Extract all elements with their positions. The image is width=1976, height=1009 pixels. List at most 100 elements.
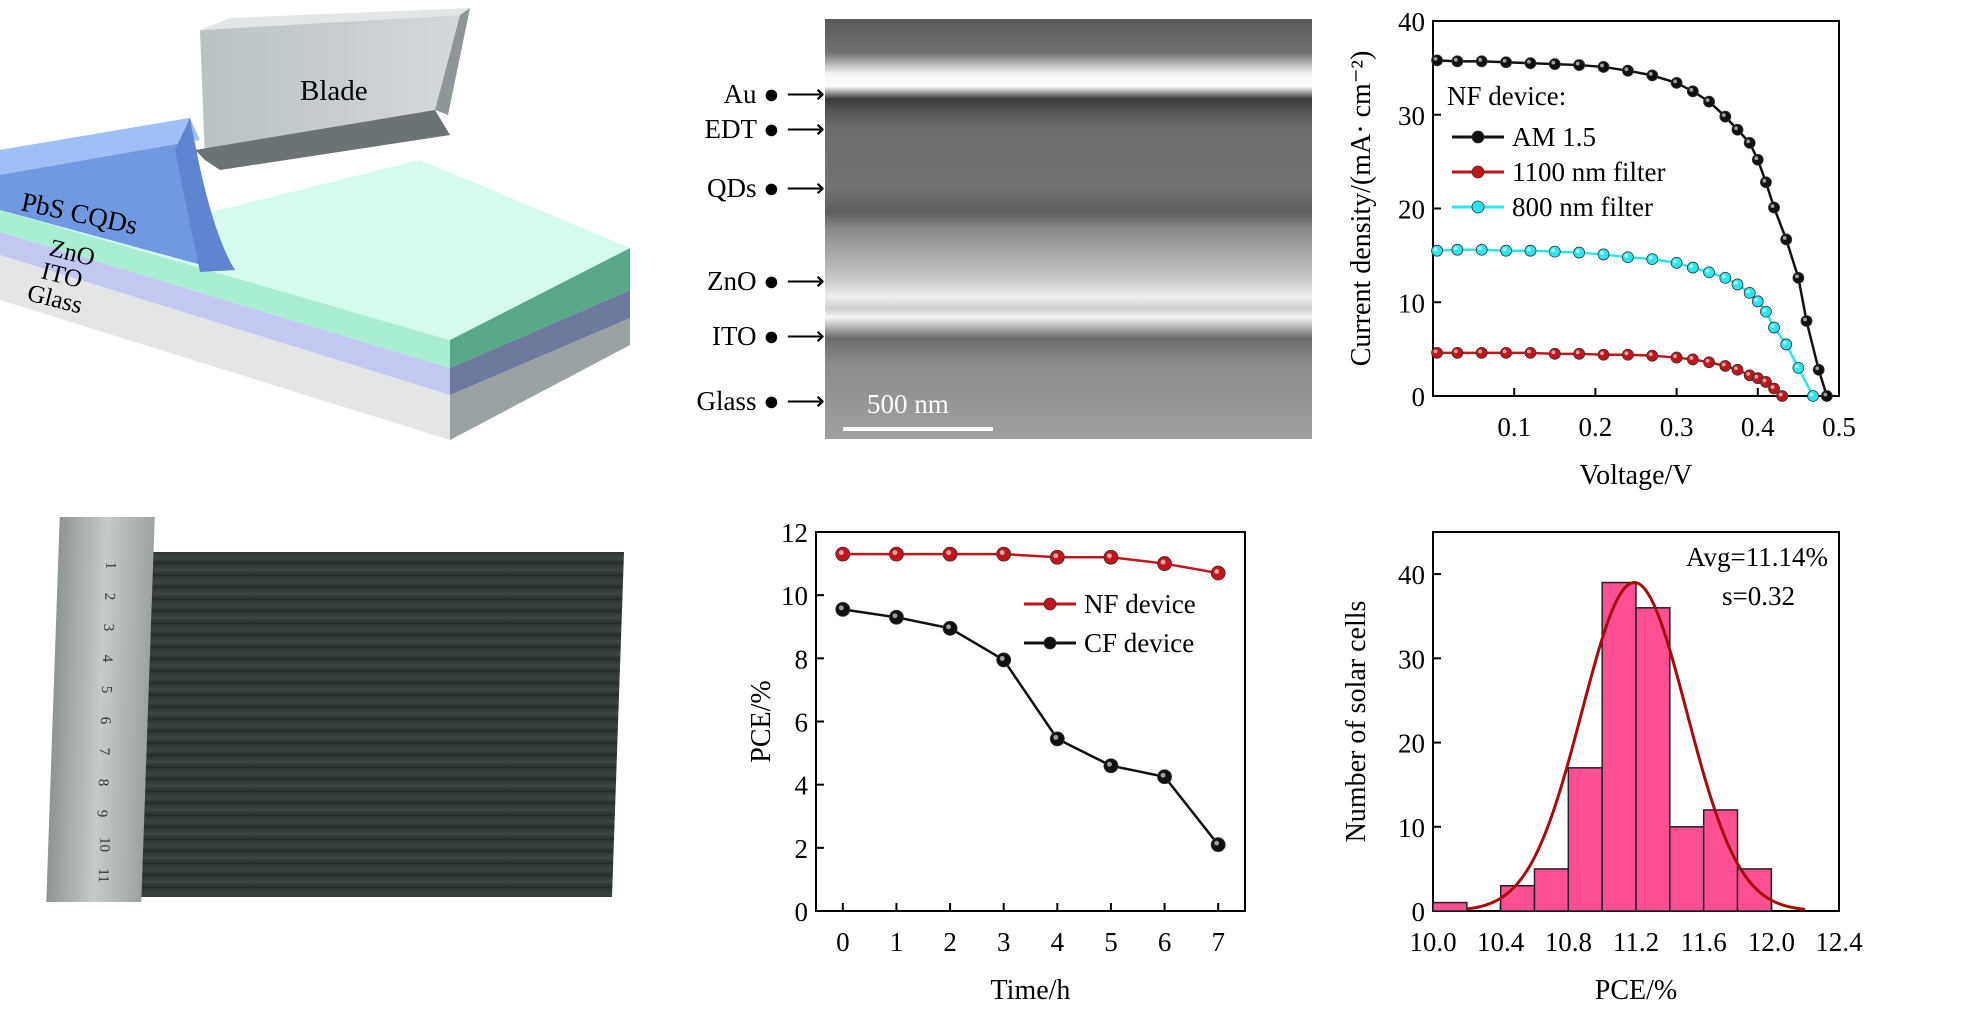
y-tick-label: 2 bbox=[795, 834, 809, 864]
data-point bbox=[1451, 243, 1464, 256]
sem-label-qds: QDs ● ⟶ bbox=[706, 173, 825, 203]
data-point bbox=[1686, 353, 1699, 366]
sem-label-au: Au ● ⟶ bbox=[723, 79, 825, 109]
x-tick-label: 12.4 bbox=[1815, 927, 1863, 957]
data-point bbox=[1743, 136, 1756, 149]
x-tick-label: 11.6 bbox=[1681, 927, 1727, 957]
data-point bbox=[1760, 176, 1772, 189]
data-point-highlight bbox=[1721, 362, 1726, 367]
data-point bbox=[1776, 390, 1789, 402]
data-point-highlight bbox=[946, 624, 952, 630]
data-point bbox=[1820, 390, 1833, 402]
histogram-bar bbox=[1533, 868, 1570, 912]
series-line-cf-device bbox=[842, 608, 1220, 846]
data-point-highlight bbox=[1551, 60, 1556, 65]
x-tick-label: 5 bbox=[1104, 927, 1118, 957]
data-point bbox=[1686, 85, 1699, 98]
data-point bbox=[1621, 251, 1634, 264]
data-point bbox=[1731, 278, 1744, 291]
data-point bbox=[1573, 59, 1586, 71]
data-point-highlight bbox=[1453, 57, 1458, 62]
legend-label: AM 1.5 bbox=[1512, 122, 1596, 152]
y-tick-label: 6 bbox=[795, 708, 809, 738]
data-point-highlight bbox=[1721, 274, 1726, 279]
data-point bbox=[1703, 356, 1715, 369]
series-line-1100-nm-filter bbox=[1437, 351, 1784, 397]
scale-bar bbox=[843, 427, 993, 431]
legend-title: NF device: bbox=[1447, 81, 1566, 111]
data-point bbox=[1731, 363, 1744, 376]
sem-cross-section-labels: Au ● ⟶ EDT ● ⟶ QDs ● ⟶ ZnO ● ⟶ ITO ● ⟶ G… bbox=[660, 19, 825, 439]
data-point bbox=[1524, 244, 1537, 257]
sem-label-zno: ZnO ● ⟶ bbox=[706, 266, 825, 296]
data-point-highlight bbox=[1214, 569, 1220, 575]
y-tick-label: 10 bbox=[1398, 813, 1425, 843]
y-tick-label: 10 bbox=[781, 581, 808, 611]
annotation-std: s=0.32 bbox=[1722, 581, 1795, 611]
x-tick-label: 0.3 bbox=[1660, 412, 1694, 442]
data-point bbox=[1451, 55, 1464, 68]
x-tick-label: 10.4 bbox=[1477, 927, 1525, 957]
data-point-highlight bbox=[1754, 297, 1759, 302]
ruler-number: 6 bbox=[96, 716, 113, 725]
x-axis-label: Time/h bbox=[991, 975, 1071, 1006]
data-point-highlight bbox=[1778, 392, 1783, 397]
data-point bbox=[1475, 55, 1488, 68]
x-tick-label: 0.4 bbox=[1741, 412, 1775, 442]
data-point bbox=[1431, 54, 1443, 67]
data-point-highlight bbox=[1551, 350, 1556, 355]
data-point-highlight bbox=[1794, 274, 1799, 279]
x-axis-label: PCE/% bbox=[1595, 975, 1677, 1006]
data-point-highlight bbox=[1809, 392, 1814, 397]
data-point bbox=[1524, 57, 1537, 70]
data-point-highlight bbox=[1624, 253, 1629, 258]
ruler-number: 10 bbox=[96, 837, 113, 852]
data-point bbox=[1768, 201, 1780, 214]
data-point bbox=[1670, 76, 1683, 89]
x-tick-label: 1 bbox=[890, 927, 904, 957]
data-point-highlight bbox=[1754, 374, 1759, 379]
data-point-highlight bbox=[1762, 378, 1767, 383]
blade-coating-schematic: Blade PbS CQDs ZnO ITO Glass bbox=[0, 0, 640, 445]
data-point-highlight bbox=[1815, 366, 1820, 371]
data-point-highlight bbox=[1575, 249, 1580, 253]
data-point-highlight bbox=[1746, 371, 1751, 376]
ruler-number: 7 bbox=[95, 747, 112, 756]
data-point bbox=[1751, 153, 1764, 166]
data-point bbox=[1646, 349, 1659, 362]
data-point-highlight bbox=[1689, 356, 1694, 360]
data-point bbox=[1475, 346, 1488, 359]
x-tick-label: 11.2 bbox=[1613, 927, 1659, 957]
y-tick-label: 40 bbox=[1398, 7, 1425, 37]
data-point-highlight bbox=[1160, 559, 1166, 565]
data-point bbox=[1646, 69, 1659, 82]
data-point-highlight bbox=[1705, 358, 1710, 363]
data-point-highlight bbox=[1673, 259, 1678, 264]
data-point bbox=[1670, 351, 1683, 364]
data-point bbox=[1719, 360, 1732, 372]
data-point bbox=[1670, 256, 1683, 269]
data-point-highlight bbox=[1734, 366, 1738, 371]
histogram-bar bbox=[1499, 884, 1536, 912]
data-point bbox=[1768, 321, 1780, 334]
data-point-highlight bbox=[1478, 349, 1483, 354]
x-tick-label: 7 bbox=[1211, 927, 1225, 957]
data-point-highlight bbox=[999, 550, 1005, 556]
data-point bbox=[1524, 346, 1537, 359]
x-tick-label: 0 bbox=[836, 927, 850, 957]
data-point-highlight bbox=[892, 550, 898, 556]
data-point bbox=[1573, 246, 1586, 259]
histogram-bar bbox=[1601, 581, 1637, 912]
data-point bbox=[1731, 123, 1744, 136]
data-point bbox=[1597, 348, 1610, 361]
data-point-highlight bbox=[946, 550, 952, 556]
perovskite-film-substrate bbox=[126, 552, 625, 897]
data-point-highlight bbox=[1106, 553, 1112, 559]
data-point-highlight bbox=[1762, 178, 1767, 183]
sem-label-ito: ITO ● ⟶ bbox=[711, 321, 825, 351]
scale-bar-label: 500 nm bbox=[867, 389, 949, 419]
data-point-highlight bbox=[1551, 248, 1556, 253]
ruler-number: 9 bbox=[93, 809, 110, 818]
data-point-highlight bbox=[1433, 247, 1438, 252]
